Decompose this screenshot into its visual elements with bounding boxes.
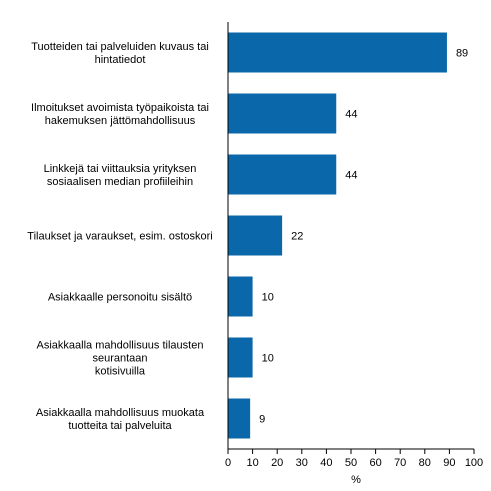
value-label-1: 44: [345, 109, 357, 121]
x-tick-label-9: 90: [443, 457, 455, 469]
bar-4: [228, 276, 253, 317]
category-label-2: Linkkejä tai viittauksia yrityksen sosiaa…: [44, 163, 197, 188]
category-label-1: Ilmoitukset avoimista työpaikoista tai ha…: [31, 102, 209, 127]
value-label-4: 10: [262, 292, 274, 304]
value-label-2: 44: [345, 170, 357, 182]
value-labels: 89 44 44 22 10 10 9: [259, 48, 468, 426]
category-label-4: Asiakkaalle personoitu sisältö: [48, 292, 192, 304]
category-label-0: Tuotteiden tai palveluiden kuvaus tai hin…: [31, 41, 209, 66]
bar-2: [228, 154, 337, 195]
category-label-3: Tilaukset ja varaukset, esim. ostoskori: [27, 231, 212, 243]
category-labels: Tuotteiden tai palveluiden kuvaus tai hin…: [27, 41, 212, 432]
x-tick-label-2: 20: [271, 457, 283, 469]
x-tick-label-10: 100: [465, 457, 483, 469]
category-label-5: Asiakkaalla mahdollisuus tilausten seuran…: [37, 340, 204, 378]
x-axis-title: %: [351, 474, 361, 486]
x-tick-label-5: 50: [345, 457, 357, 469]
x-tick-label-7: 70: [394, 457, 406, 469]
bar-1: [228, 93, 337, 134]
value-label-5: 10: [262, 353, 274, 365]
bar-6: [228, 398, 251, 439]
value-label-0: 89: [456, 48, 468, 60]
x-tick-label-0: 0: [225, 457, 231, 469]
bar-3: [228, 215, 283, 256]
x-tick-label-3: 30: [296, 457, 308, 469]
bar-5: [228, 337, 253, 378]
bar-0: [228, 32, 447, 73]
value-label-3: 22: [291, 231, 303, 243]
category-label-6: Asiakkaalla mahdollisuus muokata tuotteit…: [36, 407, 205, 432]
x-tick-label-8: 80: [419, 457, 431, 469]
x-tick-label-4: 40: [320, 457, 332, 469]
x-tick-label-1: 10: [246, 457, 258, 469]
x-tick-label-6: 60: [369, 457, 381, 469]
bars-group: [228, 32, 447, 439]
x-axis: 0 10 20 30 40 50 60 70 80 90 100: [225, 22, 483, 469]
value-label-6: 9: [259, 414, 265, 426]
